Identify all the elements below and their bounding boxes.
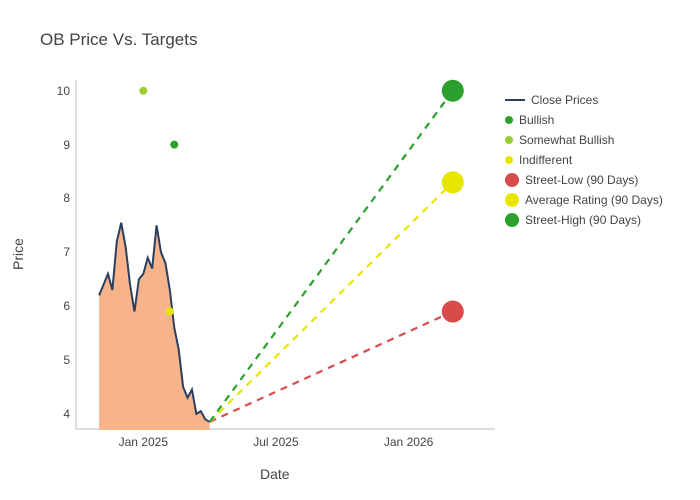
legend-label: Street-High (90 Days) <box>525 213 641 227</box>
y-tick-label: 9 <box>63 138 70 152</box>
legend-label: Close Prices <box>531 93 598 107</box>
x-tick-label: Jan 2025 <box>119 435 168 449</box>
legend-label: Average Rating (90 Days) <box>525 193 663 207</box>
plot-area: 45678910Jan 2025Jul 2025Jan 2026 <box>75 80 495 430</box>
legend-average: Average Rating (90 Days) <box>505 190 663 210</box>
y-axis-label: Price <box>10 238 26 270</box>
legend-close-prices: Close Prices <box>505 90 663 110</box>
legend-street-high: Street-High (90 Days) <box>505 210 663 230</box>
y-tick-label: 5 <box>63 353 70 367</box>
rating-dot-bullish <box>170 141 178 149</box>
y-tick-label: 8 <box>63 191 70 205</box>
legend-street-low: Street-Low (90 Days) <box>505 170 663 190</box>
legend-dot-icon <box>505 213 519 227</box>
legend-dot-icon <box>505 136 513 144</box>
legend-dot-icon <box>505 173 519 187</box>
chart-title: OB Price Vs. Targets <box>40 30 197 50</box>
x-tick-label: Jul 2025 <box>253 435 298 449</box>
x-axis-label: Date <box>260 466 290 482</box>
legend-indifferent: Indifferent <box>505 150 663 170</box>
legend-dot-icon <box>505 156 513 164</box>
target-line-high <box>210 91 453 422</box>
plot-svg <box>77 80 495 428</box>
y-tick-label: 10 <box>57 84 70 98</box>
legend-line-icon <box>505 99 525 101</box>
legend-bullish: Bullish <box>505 110 663 130</box>
y-tick-label: 6 <box>63 299 70 313</box>
legend-label: Indifferent <box>519 153 572 167</box>
target-line-low <box>210 312 453 422</box>
legend-label: Bullish <box>519 113 554 127</box>
price-targets-chart: OB Price Vs. Targets Price Date 45678910… <box>0 0 700 500</box>
legend-label: Street-Low (90 Days) <box>525 173 638 187</box>
legend-dot-icon <box>505 193 519 207</box>
target-line-average <box>210 182 453 422</box>
y-tick-label: 4 <box>63 407 70 421</box>
rating-dot-indifferent <box>166 308 174 316</box>
x-tick-label: Jan 2026 <box>384 435 433 449</box>
legend-label: Somewhat Bullish <box>519 133 614 147</box>
legend-somewhat-bullish: Somewhat Bullish <box>505 130 663 150</box>
legend-dot-icon <box>505 116 513 124</box>
target-dot-average <box>442 171 464 193</box>
y-tick-label: 7 <box>63 245 70 259</box>
target-dot-low <box>442 301 464 323</box>
legend: Close Prices Bullish Somewhat Bullish In… <box>505 90 663 230</box>
target-dot-high <box>442 80 464 102</box>
rating-dot-somewhat_bullish <box>139 87 147 95</box>
